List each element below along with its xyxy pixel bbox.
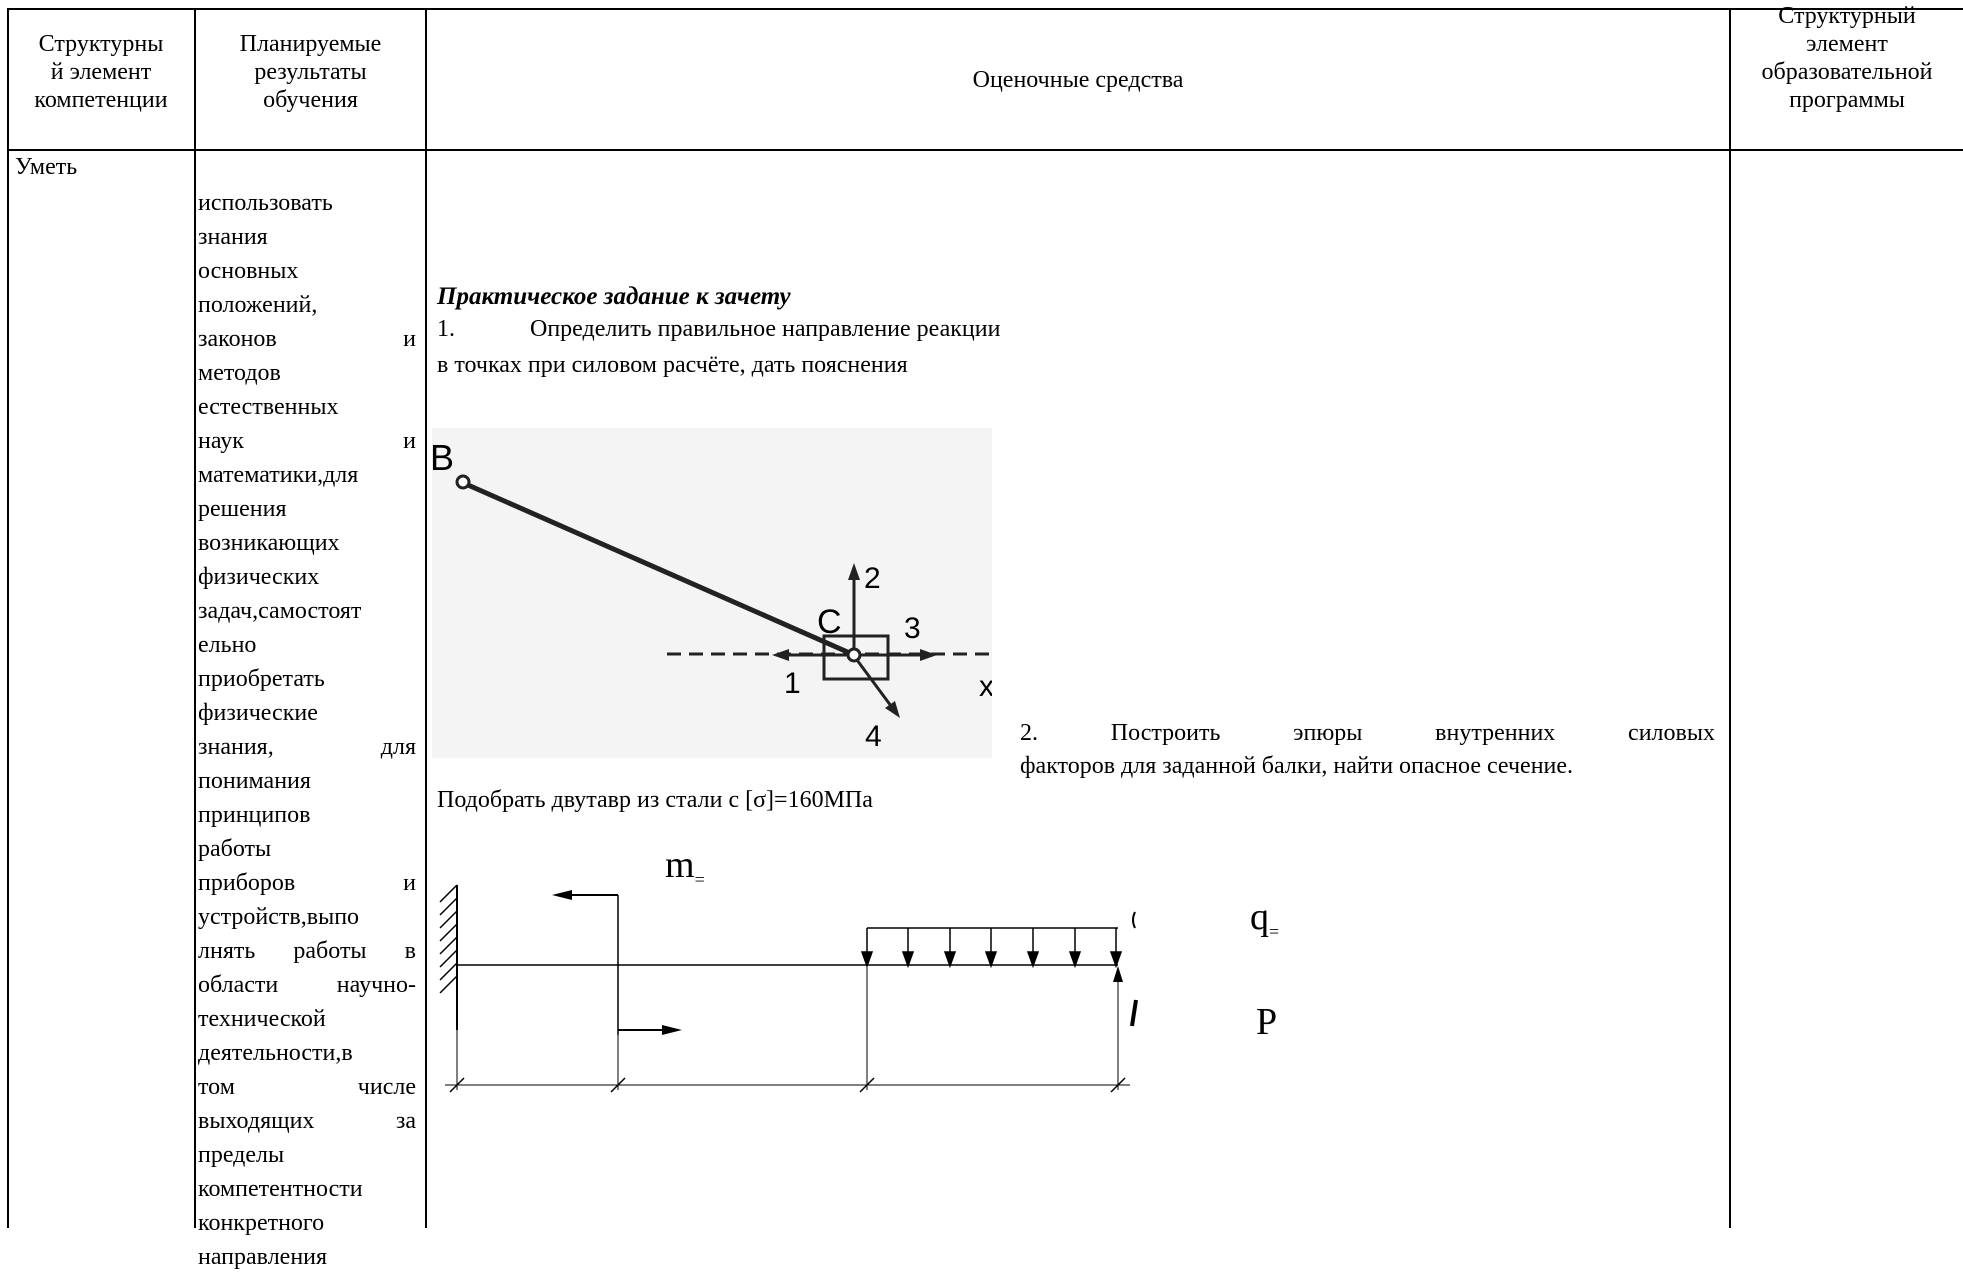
planned-results-line: пределы [198,1142,285,1168]
header-planned-results: Планируемые результаты обучения [239,31,382,113]
planned-results-line: возникающих [198,530,340,556]
planned-results-line: наук и [198,428,416,454]
planned-results-line: математики,для [198,462,359,488]
task2-beam-figure [439,884,1138,1093]
planned-results-line: положений, [198,292,318,318]
planned-results-text: использовать знания основных положений, зако… [198,186,416,1274]
point-b-label: B [432,437,454,478]
arrow-2-label: 2 [864,562,881,595]
planned-results-line: приобретать [198,666,325,692]
task1-text-line1: Определить правильное направление реакци… [530,316,1001,342]
task-title: Практическое задание к зачету [437,283,791,310]
distributed-load-label: q= [1250,896,1280,942]
planned-results-line: знания [198,224,268,250]
distributed-load-arrows [860,928,1123,969]
point-c-label: C [817,603,842,641]
planned-results-line: выходящих за [198,1108,416,1134]
task2-select-beam-text: Подобрать двутавр из стали с [σ]=160МПа [437,787,873,813]
moment-label: m= [665,844,705,890]
planned-results-line: физических [198,564,320,590]
planned-results-line: естественных [198,394,339,420]
column-divider-2 [425,8,427,1228]
axis-x-label: x [979,670,992,703]
planned-results-line: технической [198,1006,326,1032]
planned-results-line: знания, для [198,734,416,760]
task1-mechanism-figure: B x C 2 3 1 4 [432,428,992,758]
arrow-3-label: 3 [904,612,921,645]
planned-results-line: лнять работы в [198,938,416,964]
header-assessment-tools: Оценочные средства [972,67,1184,93]
planned-results-line: ельно [198,632,257,658]
header-program-element: Структурный элемент образовательной прог… [1761,3,1933,113]
planned-results-line: компетентности [198,1176,363,1202]
planned-results-line: конкретного [198,1210,325,1236]
planned-results-line: задач,самостоят [198,598,362,624]
planned-results-line: деятельности,в [198,1040,353,1066]
task1-text-line2: в точках при силовом расчёте, дать поясн… [437,352,908,378]
planned-results-line: приборов и [198,870,416,896]
planned-results-line: направления [198,1244,328,1270]
planned-results-line: физические [198,700,318,726]
column-divider-3 [1729,8,1731,1228]
table-border-left [7,8,9,1228]
planned-results-line: понимания [198,768,311,794]
task1-number: 1. [437,316,455,342]
planned-results-line: основных [198,258,299,284]
force-p-label: P [1256,1001,1278,1043]
wall-hatching [439,884,458,994]
header-divider [7,149,1963,151]
header-competence-element: Структурны й элемент компетенции [34,31,168,113]
task2-text-line1: 2. Построить эпюры внутренних силовых [1020,720,1715,746]
planned-results-line: законов и [198,326,416,352]
arrow-4-label: 4 [865,720,882,753]
planned-results-line: устройств,выпо [198,904,360,930]
planned-results-line: методов [198,360,281,386]
planned-results-line: том числе [198,1074,416,1100]
planned-results-line: области научно- [198,972,416,998]
planned-results-line: принципов [198,802,311,828]
competence-element-value: Уметь [15,154,78,180]
arrow-1-label: 1 [784,667,801,700]
planned-results-line: работы [198,836,272,862]
table-border-top [7,8,1963,10]
planned-results-line: решения [198,496,287,522]
planned-results-line: использовать [198,190,333,216]
task2-text-line2: факторов для заданной балки, найти опасн… [1020,753,1574,779]
column-divider-1 [194,8,196,1228]
